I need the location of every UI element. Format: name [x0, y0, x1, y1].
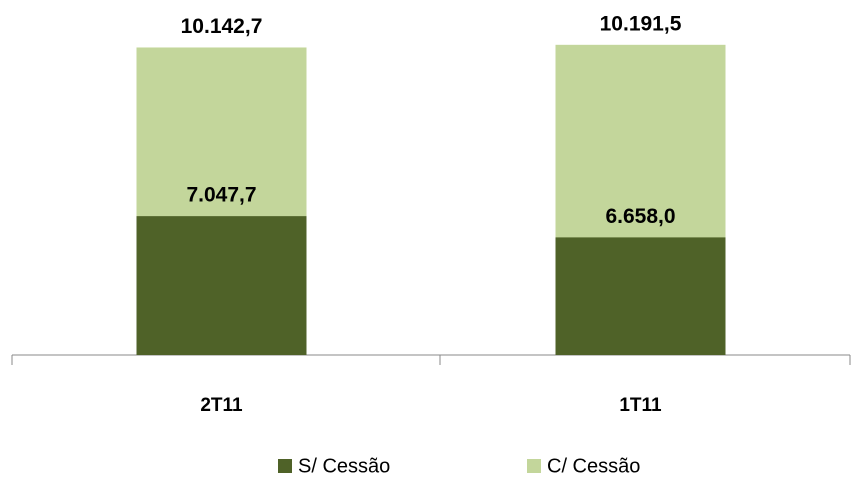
legend-label: C/ Cessão: [547, 455, 640, 477]
value-label: 10.142,7: [181, 15, 263, 38]
x-tick-label: 2T11: [200, 395, 243, 416]
legend-swatch: [527, 459, 541, 473]
bar: [136, 216, 307, 355]
value-label: 7.047,7: [186, 184, 256, 207]
legend-swatch: [278, 459, 292, 473]
legend-label: S/ Cessão: [298, 455, 390, 477]
bar: [555, 237, 726, 355]
x-tick-label: 1T11: [619, 395, 662, 416]
value-label: 10.191,5: [600, 12, 682, 35]
value-label: 6.658,0: [605, 205, 675, 228]
